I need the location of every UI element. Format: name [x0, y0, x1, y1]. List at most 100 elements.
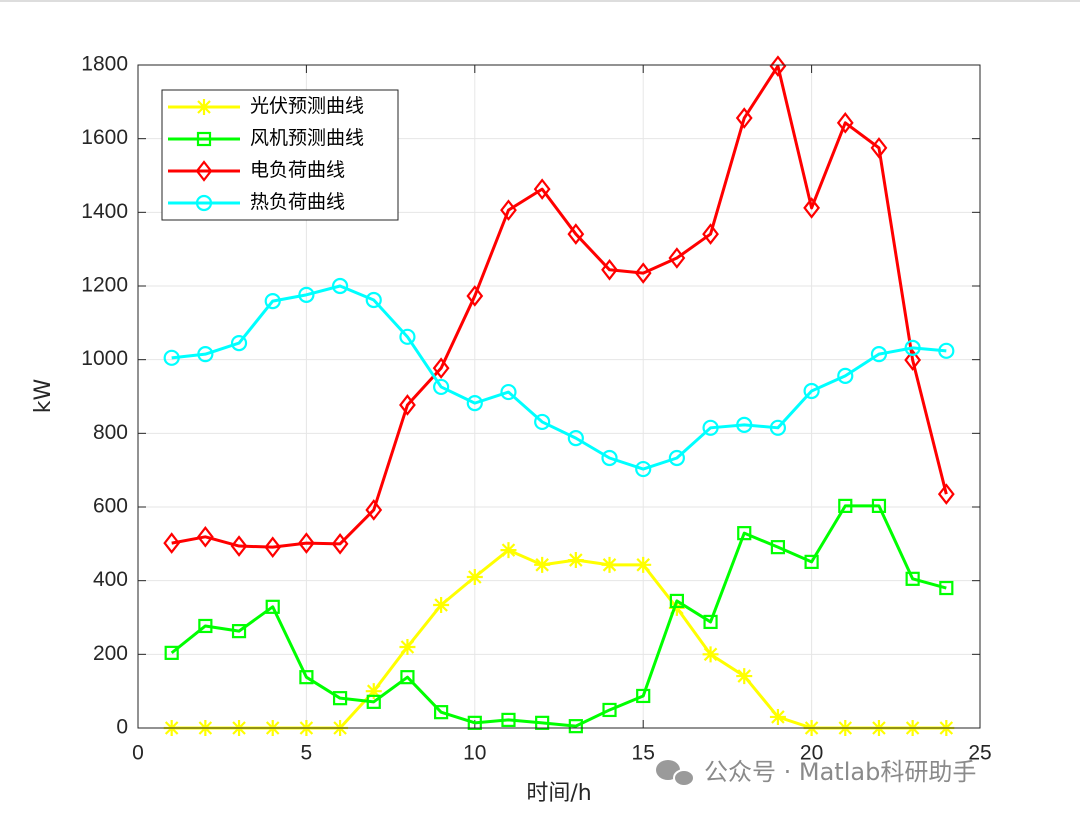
x-tick-label: 0 [132, 742, 144, 765]
marker [737, 526, 752, 541]
marker [195, 160, 213, 182]
axes-box [137, 64, 981, 729]
y-tick-label: 200 [93, 642, 128, 665]
y-tick-label: 600 [93, 495, 128, 518]
marker [399, 638, 416, 655]
marker [399, 328, 416, 345]
marker [769, 55, 787, 77]
marker [365, 291, 382, 309]
marker [635, 460, 652, 478]
marker [904, 339, 921, 356]
marker [230, 334, 248, 352]
marker [904, 349, 922, 371]
marker [939, 580, 954, 596]
y-tick-label: 400 [93, 568, 128, 591]
marker [198, 618, 213, 634]
marker [264, 293, 281, 310]
marker [669, 593, 684, 609]
marker [736, 416, 753, 433]
marker [736, 668, 753, 685]
marker [432, 357, 450, 379]
x-tick-label: 5 [301, 742, 313, 765]
marker [635, 556, 652, 573]
legend-box [161, 89, 399, 221]
x-tick-label: 25 [968, 742, 991, 765]
legend-label: 光伏预测曲线 [250, 95, 364, 117]
marker [702, 419, 719, 436]
marker [466, 395, 483, 412]
marker [871, 498, 887, 513]
marker [636, 688, 651, 704]
marker [298, 532, 315, 554]
marker [163, 532, 181, 554]
legend-label: 风机预测曲线 [250, 127, 364, 149]
y-axis-label: kW [31, 379, 56, 414]
marker [702, 223, 719, 245]
x-tick-label: 10 [463, 742, 486, 765]
marker [535, 715, 550, 730]
marker [399, 394, 416, 416]
marker [500, 383, 517, 401]
marker [702, 646, 719, 663]
marker [231, 624, 247, 639]
marker [366, 694, 381, 709]
x-tick-label: 20 [800, 742, 823, 765]
marker [803, 197, 820, 219]
marker [331, 533, 349, 555]
marker [331, 277, 349, 295]
marker [467, 715, 482, 730]
marker [365, 499, 383, 521]
marker [195, 194, 213, 212]
marker [838, 498, 853, 513]
marker [668, 247, 686, 269]
marker [937, 483, 955, 505]
marker [163, 349, 180, 366]
marker [466, 568, 483, 585]
marker [905, 571, 920, 586]
marker [434, 705, 449, 720]
marker [567, 430, 584, 447]
marker [602, 702, 617, 718]
x-tick-label: 15 [632, 742, 655, 765]
marker [601, 556, 618, 573]
marker [196, 131, 212, 147]
x-axis-label: 时间/h [526, 781, 591, 806]
marker [500, 199, 517, 221]
watermark: 公众号 · Matlab科研助手 [704, 758, 976, 786]
marker [164, 645, 179, 660]
plot-area [163, 55, 955, 736]
marker [466, 285, 484, 307]
marker [769, 419, 787, 436]
marker [265, 599, 280, 614]
marker [298, 286, 315, 303]
y-tick-label: 1800 [81, 53, 128, 76]
marker [668, 449, 685, 467]
watermark-icon [656, 760, 695, 787]
marker [804, 554, 819, 569]
marker [567, 223, 585, 245]
series-line [170, 504, 947, 728]
marker [601, 449, 618, 467]
marker [299, 670, 314, 685]
marker [196, 99, 212, 115]
marker [365, 683, 382, 700]
marker [500, 542, 517, 559]
marker [735, 107, 753, 129]
marker [770, 540, 786, 555]
marker [400, 670, 415, 685]
marker [836, 112, 854, 134]
marker [938, 342, 955, 359]
y-tick-label: 800 [93, 421, 128, 444]
legend-label: 热负荷曲线 [250, 191, 345, 213]
marker [196, 526, 214, 548]
marker [332, 691, 348, 706]
marker [534, 556, 551, 573]
y-tick-label: 1400 [81, 200, 128, 223]
legend-label: 电负荷曲线 [250, 159, 345, 181]
marker [533, 178, 551, 200]
marker [634, 262, 652, 284]
marker [197, 346, 214, 363]
marker [803, 382, 820, 400]
